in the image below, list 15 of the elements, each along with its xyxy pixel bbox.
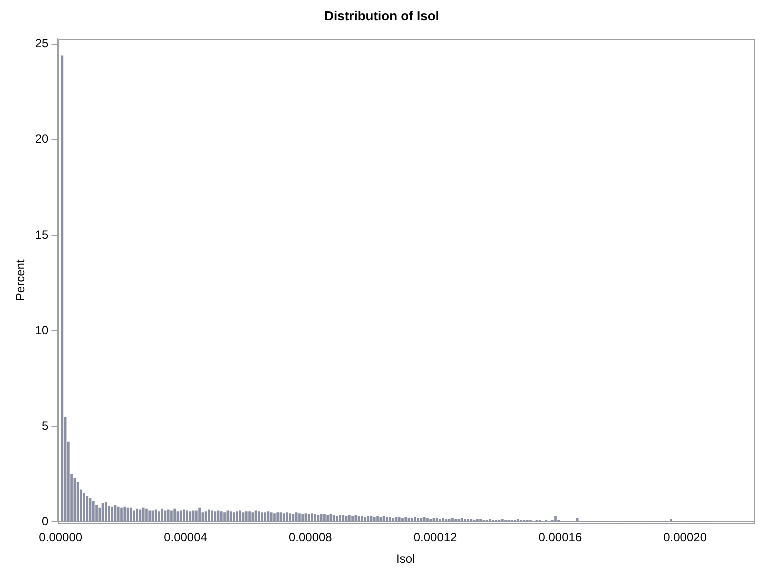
y-tick-label: 10 — [35, 323, 50, 338]
x-axis-title: Isol — [396, 552, 416, 566]
y-tick-label: 0 — [42, 514, 50, 529]
y-axis-title: Percent — [14, 259, 28, 302]
chart-title: Distribution of Isol — [324, 8, 440, 24]
y-tick-label: 20 — [35, 132, 50, 146]
x-tick-label: 0.00008 — [288, 530, 333, 545]
x-tick-label: 0.00012 — [414, 530, 458, 545]
x-tick-label: 0.00020 — [664, 530, 708, 545]
y-tick-label: 5 — [42, 418, 50, 433]
y-tick-label: 25 — [35, 36, 50, 51]
x-tick-label: 0.00016 — [538, 530, 582, 545]
x-tick-label: 0.00000 — [39, 530, 83, 545]
y-tick-label: 15 — [35, 228, 50, 242]
x-tick-label: 0.00004 — [164, 530, 208, 545]
